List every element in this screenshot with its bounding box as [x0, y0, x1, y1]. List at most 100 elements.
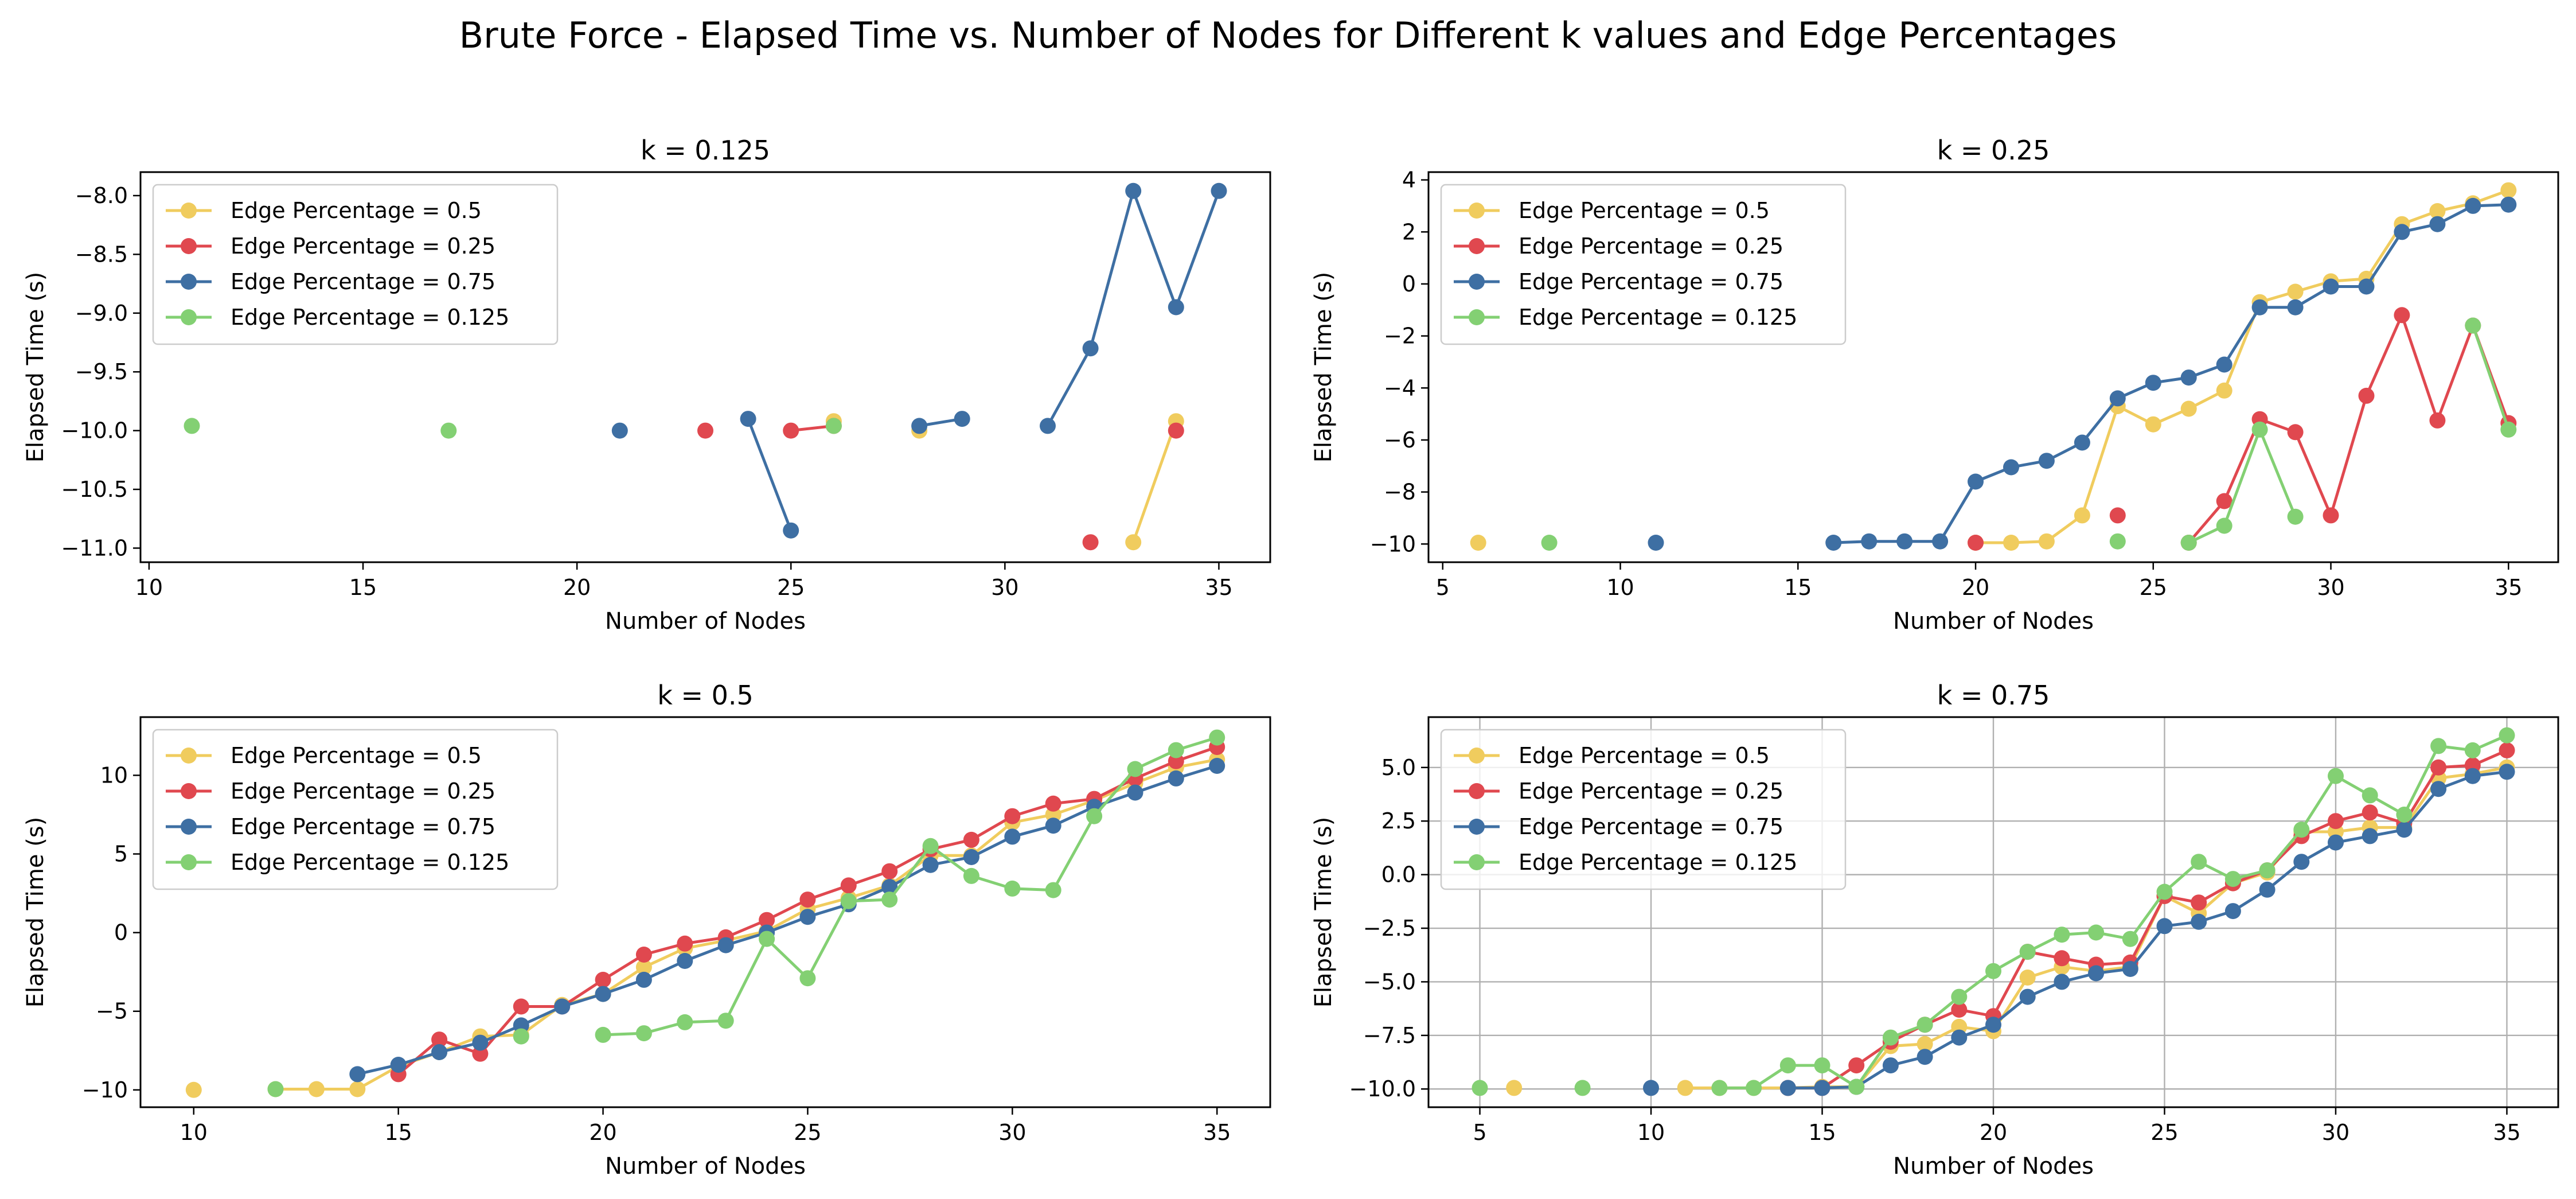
data-point	[1968, 535, 1984, 551]
series-line-segment	[1976, 189, 2509, 544]
legend-label: Edge Percentage = 0.125	[231, 305, 509, 330]
data-point	[1711, 1080, 1728, 1096]
data-point	[2287, 283, 2304, 300]
data-point	[2224, 871, 2241, 887]
legend-item: Edge Percentage = 0.125	[1454, 850, 1797, 875]
legend-label: Edge Percentage = 0.125	[1519, 305, 1797, 330]
legend-item: Edge Percentage = 0.125	[166, 305, 509, 330]
data-point	[1004, 828, 1021, 845]
data-point	[1951, 988, 1968, 1005]
data-point	[2251, 421, 2268, 438]
x-tick-label: 25	[794, 1120, 821, 1145]
x-tick-label: 35	[1203, 1120, 1231, 1145]
chart-k-0-25: k = 0.25 5 10 15 20 25 30 35 −10 −8 −6 −4 −2 0 2 4 Numbe…	[1310, 135, 2559, 634]
series-edge-percentage-0-125	[1472, 727, 2515, 1096]
data-point	[2358, 278, 2375, 295]
data-point	[1985, 1017, 2001, 1033]
x-tick-label: 35	[2493, 1120, 2520, 1145]
legend-box	[152, 729, 559, 890]
legend-box	[1440, 729, 1847, 890]
data-point	[2287, 424, 2304, 441]
data-point	[2259, 862, 2276, 879]
legend-item: Edge Percentage = 0.75	[166, 269, 495, 294]
data-point	[1125, 182, 1142, 199]
data-point	[2038, 533, 2055, 550]
data-point	[1848, 1057, 1865, 1074]
data-point	[1574, 1080, 1591, 1096]
y-tick-label: 2	[1402, 219, 1416, 244]
data-point	[1209, 729, 1225, 746]
data-point	[2259, 881, 2276, 898]
y-tick-label: 0	[1402, 271, 1416, 297]
data-point	[963, 831, 979, 848]
legend-label: Edge Percentage = 0.25	[231, 778, 495, 804]
data-point	[1168, 753, 1184, 769]
series-line-segment	[2187, 313, 2510, 544]
series-line-segment	[603, 736, 1217, 1037]
y-tick-label: −4	[1384, 375, 1416, 400]
data-point	[2362, 804, 2378, 821]
data-point	[1951, 1002, 1968, 1018]
y-tick-label: 5.0	[1381, 755, 1416, 780]
data-point	[1968, 473, 1984, 490]
data-point	[1168, 742, 1184, 758]
data-point	[759, 931, 775, 947]
legend-item: Edge Percentage = 0.125	[1454, 305, 1797, 330]
data-point	[1951, 1029, 1968, 1046]
y-tick-label: −10	[1370, 531, 1416, 556]
x-tick-label: 10	[135, 575, 163, 600]
data-point	[2328, 768, 2344, 784]
data-point	[1648, 535, 1664, 551]
x-tick-label: 15	[1784, 575, 1812, 600]
x-tick-label: 10	[1606, 575, 1634, 600]
data-point	[390, 1057, 407, 1073]
legend-item: Edge Percentage = 0.25	[166, 778, 495, 804]
x-tick-label: 15	[384, 1120, 412, 1145]
data-point	[1470, 535, 1486, 551]
data-point	[1746, 1080, 1762, 1096]
y-tick-label: −5.0	[1363, 969, 1416, 994]
x-tick-label: 20	[563, 575, 591, 600]
y-tick-label: 10	[100, 762, 128, 788]
y-tick-label: 5	[114, 842, 128, 867]
y-tick-label: 4	[1402, 168, 1416, 193]
x-tick-label: 20	[589, 1120, 616, 1145]
legend-marker	[1469, 274, 1485, 290]
data-point	[1045, 807, 1061, 823]
data-point	[349, 1081, 366, 1097]
data-point	[963, 849, 979, 865]
data-point	[2500, 196, 2517, 213]
y-tick-label: −10	[82, 1077, 128, 1103]
data-point	[2358, 387, 2375, 404]
data-point	[1082, 340, 1099, 357]
chart-title: k = 0.5	[657, 680, 754, 711]
data-point	[1045, 882, 1061, 898]
data-point	[922, 857, 939, 873]
series-line-segment	[2471, 325, 2510, 430]
data-point	[1168, 299, 1184, 316]
data-point	[717, 937, 734, 953]
data-point	[2328, 834, 2344, 851]
x-tick-label: 30	[2322, 1120, 2349, 1145]
legend-label: Edge Percentage = 0.5	[231, 198, 482, 223]
data-point	[2216, 493, 2232, 509]
data-point	[1896, 533, 1913, 550]
data-point	[2054, 926, 2070, 943]
series-edge-percentage-0-25	[697, 418, 1184, 551]
x-tick-label: 30	[991, 575, 1018, 600]
legend-item: Edge Percentage = 0.25	[166, 233, 495, 259]
x-tick-label: 15	[1808, 1120, 1836, 1145]
data-point	[1917, 1036, 1933, 1052]
y-tick-label: −10.0	[1349, 1076, 1416, 1101]
data-point	[799, 892, 816, 908]
legend-label: Edge Percentage = 0.75	[231, 814, 495, 839]
data-point	[2465, 197, 2481, 214]
x-tick-label: 25	[2140, 575, 2167, 600]
legend-marker	[1469, 748, 1485, 764]
legend-label: Edge Percentage = 0.125	[1519, 850, 1797, 875]
data-point	[2180, 535, 2197, 551]
legend-label: Edge Percentage = 0.75	[231, 269, 495, 294]
data-point	[2500, 182, 2517, 198]
data-point	[2074, 434, 2090, 451]
data-point	[2191, 854, 2207, 870]
